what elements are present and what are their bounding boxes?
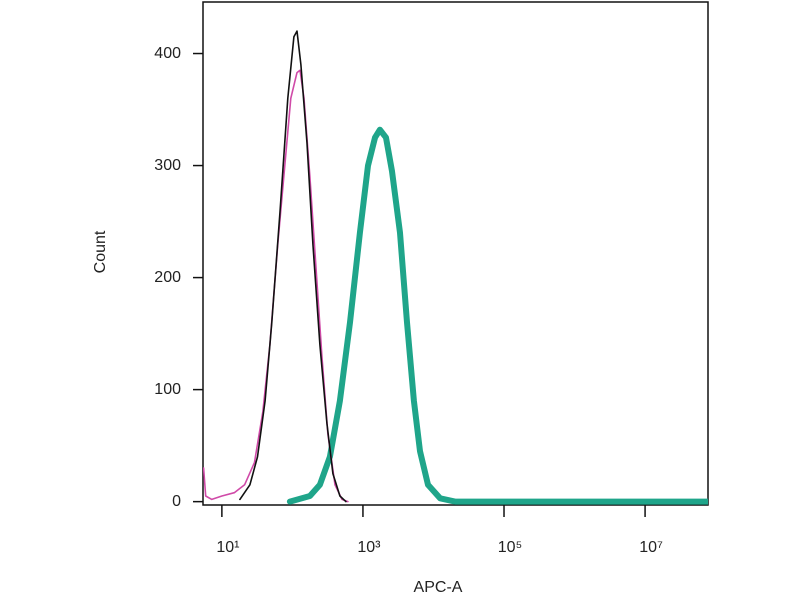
x-tick-label: 10¹ (216, 539, 239, 556)
x-axis-label: APC-A (414, 579, 463, 596)
x-tick-label: 10⁷ (639, 539, 663, 556)
y-axis-label: Count (92, 230, 109, 273)
y-tick-label: 200 (154, 269, 181, 286)
histogram-line (203, 69, 349, 503)
y-tick-label: 100 (154, 381, 181, 398)
y-tick-label: 0 (172, 493, 181, 510)
plot-frame (202, 1, 709, 506)
y-tick-label: 300 (154, 157, 181, 174)
y-tick-label: 400 (154, 45, 181, 62)
x-tick-label: 10⁵ (498, 539, 522, 556)
histogram-line (239, 30, 347, 503)
histogram-line (286, 126, 708, 505)
x-tick-label: 10³ (357, 539, 381, 556)
